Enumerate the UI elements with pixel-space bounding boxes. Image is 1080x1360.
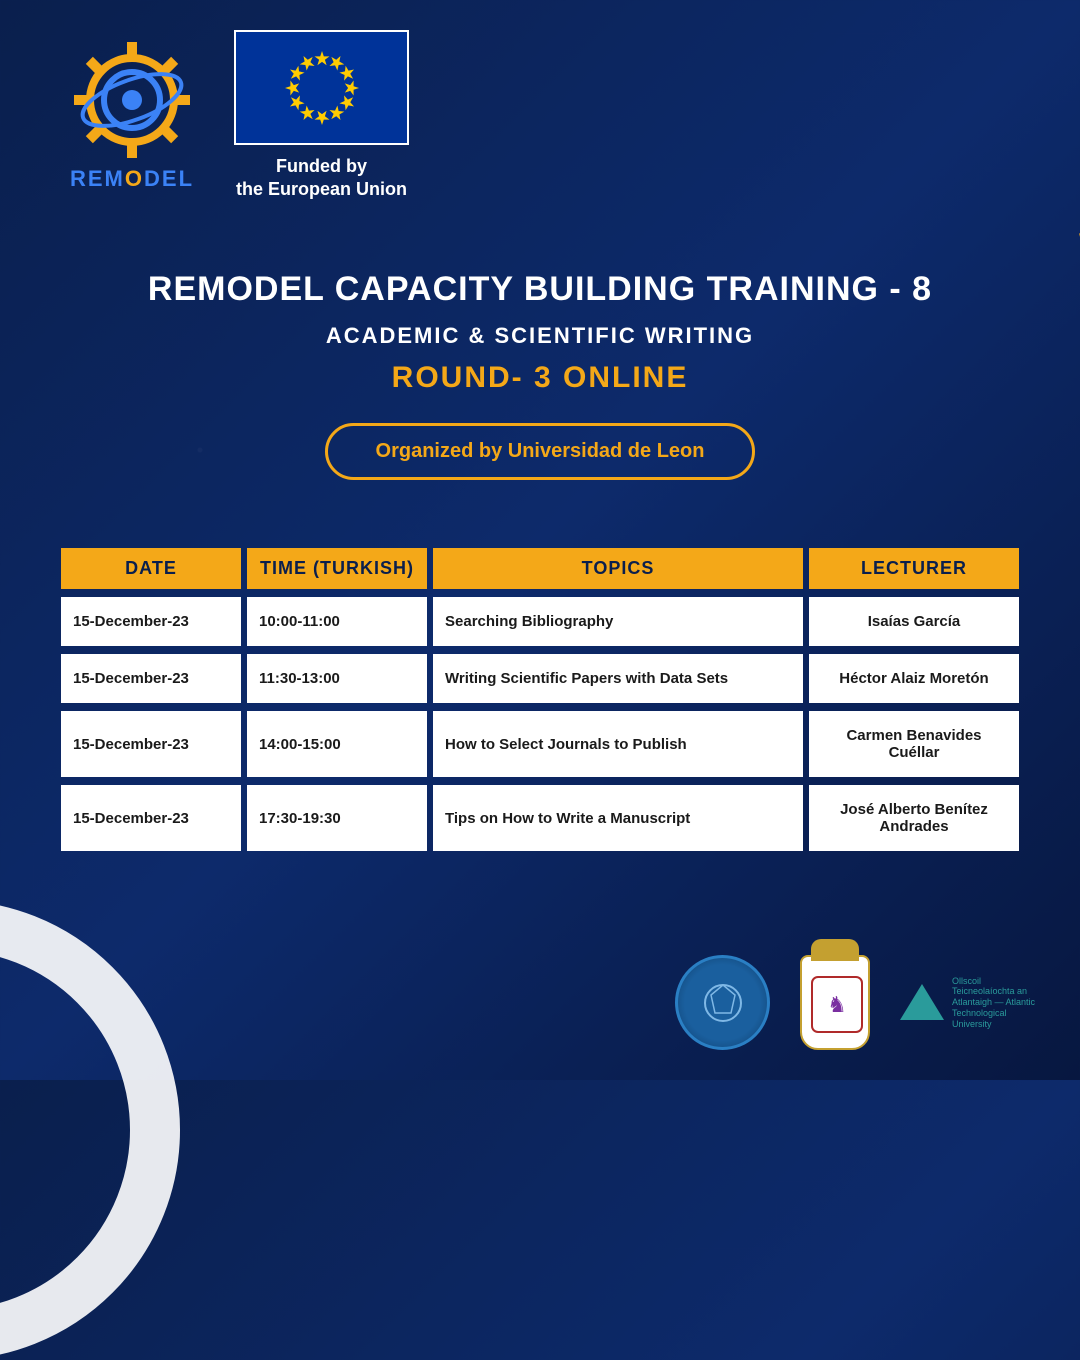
cell-date: 15-December-23 bbox=[61, 711, 241, 777]
cell-lecturer: Isaías García bbox=[809, 597, 1019, 646]
organizer-pill: Organized by Universidad de Leon bbox=[325, 423, 756, 480]
brand-o: O bbox=[125, 166, 144, 191]
table-row: 15-December-2314:00-15:00How to Select J… bbox=[61, 711, 1019, 777]
title-sub: ACADEMIC & SCIENTIFIC WRITING bbox=[0, 323, 1080, 349]
cell-date: 15-December-23 bbox=[61, 597, 241, 646]
atu-triangle-icon bbox=[900, 984, 944, 1020]
svg-text:♞: ♞ bbox=[827, 992, 847, 1017]
col-date: DATE bbox=[61, 548, 241, 589]
table-row: 15-December-2311:30-13:00Writing Scienti… bbox=[61, 654, 1019, 703]
headings-block: REMODEL CAPACITY BUILDING TRAINING - 8 A… bbox=[0, 270, 1080, 480]
remodel-wordmark: REMODEL bbox=[70, 166, 194, 192]
cell-time: 11:30-13:00 bbox=[247, 654, 427, 703]
eu-caption: Funded by the European Union bbox=[236, 155, 407, 202]
leon-logo: ♞ bbox=[800, 955, 870, 1050]
cell-date: 15-December-23 bbox=[61, 785, 241, 851]
table-row: 15-December-2317:30-19:30Tips on How to … bbox=[61, 785, 1019, 851]
atu-text: Ollscoil Teicneolaíochta an Atlantaigh —… bbox=[952, 976, 1040, 1030]
schedule-table: DATE TIME (TURKISH) TOPICS LECTURER 15-D… bbox=[55, 540, 1025, 859]
cell-time: 10:00-11:00 bbox=[247, 597, 427, 646]
atu-logo: Ollscoil Teicneolaíochta an Atlantaigh —… bbox=[900, 976, 1040, 1030]
col-time: TIME (TURKISH) bbox=[247, 548, 427, 589]
cell-time: 17:30-19:30 bbox=[247, 785, 427, 851]
table-header-row: DATE TIME (TURKISH) TOPICS LECTURER bbox=[61, 548, 1019, 589]
eu-caption-line2: the European Union bbox=[236, 178, 407, 201]
eu-funding-block: Funded by the European Union bbox=[234, 30, 409, 202]
cell-topic: Tips on How to Write a Manuscript bbox=[433, 785, 803, 851]
gear-icon bbox=[72, 40, 192, 160]
eu-caption-line1: Funded by bbox=[236, 155, 407, 178]
cell-topic: Writing Scientific Papers with Data Sets bbox=[433, 654, 803, 703]
cell-lecturer: Héctor Alaiz Moretón bbox=[809, 654, 1019, 703]
brand-post: DEL bbox=[144, 166, 194, 191]
cell-topic: Searching Bibliography bbox=[433, 597, 803, 646]
brand-pre: REM bbox=[70, 166, 125, 191]
partner-logos-row: ♞ Ollscoil Teicneolaíochta an Atlantaigh… bbox=[675, 955, 1040, 1050]
schedule-table-wrap: DATE TIME (TURKISH) TOPICS LECTURER 15-D… bbox=[55, 540, 1025, 859]
remodel-logo: REMODEL bbox=[70, 40, 194, 192]
cell-lecturer: José Alberto Benítez Andrades bbox=[809, 785, 1019, 851]
title-main: REMODEL CAPACITY BUILDING TRAINING - 8 bbox=[0, 270, 1080, 309]
eu-flag-icon bbox=[234, 30, 409, 145]
decor-arc-bottom bbox=[0, 900, 180, 1360]
cell-topic: How to Select Journals to Publish bbox=[433, 711, 803, 777]
table-row: 15-December-2310:00-11:00Searching Bibli… bbox=[61, 597, 1019, 646]
cell-time: 14:00-15:00 bbox=[247, 711, 427, 777]
cell-date: 15-December-23 bbox=[61, 654, 241, 703]
uludaq-logo bbox=[675, 955, 770, 1050]
col-topics: TOPICS bbox=[433, 548, 803, 589]
cell-lecturer: Carmen Benavides Cuéllar bbox=[809, 711, 1019, 777]
title-round: ROUND- 3 ONLINE bbox=[0, 361, 1080, 395]
top-logos-row: REMODEL bbox=[70, 30, 409, 202]
col-lecturer: LECTURER bbox=[809, 548, 1019, 589]
